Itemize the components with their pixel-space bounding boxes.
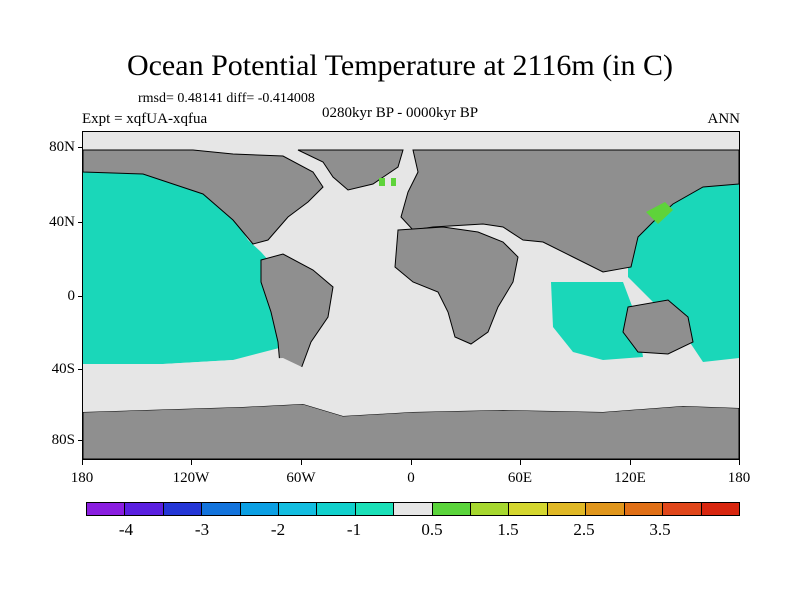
lon-tick [191, 460, 192, 465]
lon-label: 120W [172, 470, 210, 486]
greenland-land [297, 149, 404, 191]
colorbar-label: 3.5 [649, 520, 671, 539]
stats-line: rmsd= 0.48141 diff= -0.414008 [138, 91, 315, 106]
colorbar-label: -4 [118, 520, 134, 539]
lat-tick [78, 296, 82, 297]
colorbar-segment [701, 503, 739, 515]
lat-label: 40N [49, 214, 75, 230]
map-title: Ocean Potential Temperature at 2116m (in… [126, 49, 674, 82]
season-label: ANN [707, 111, 741, 127]
period-label: 0280kyr BP - 0000kyr BP [322, 105, 479, 121]
lat-tick [78, 222, 82, 223]
colorbar-label: -3 [194, 520, 210, 539]
antarctica-land [83, 403, 739, 459]
colorbar-segment [432, 503, 472, 515]
colorbar-segment [586, 503, 625, 515]
lon-label: 120E [614, 470, 646, 486]
lon-label: 180 [70, 470, 94, 486]
lat-label: 80S [51, 432, 75, 448]
north-america-land [83, 149, 324, 245]
colorbar-segment [394, 503, 433, 515]
lon-tick [520, 460, 521, 465]
map-panel [82, 131, 740, 460]
lon-label: 180 [727, 470, 751, 486]
japan-sea-warm-region [646, 202, 673, 224]
map-canvas [83, 132, 739, 459]
colorbar-segment [125, 503, 164, 515]
colorbar-segment [509, 503, 548, 515]
colorbar-label: -2 [270, 520, 286, 539]
colorbar-segment [317, 503, 356, 515]
southern-ocean-neutral [83, 358, 739, 416]
colorbar-segment [547, 503, 587, 515]
colorbar-label: 0.5 [421, 520, 443, 539]
lon-tick [630, 460, 631, 465]
colorbar-segment [355, 503, 395, 515]
colorbar-segment [279, 503, 318, 515]
lon-tick [82, 460, 83, 465]
norwegian-warm-patch [391, 178, 396, 186]
lat-label: 80N [49, 139, 75, 155]
australia-land [622, 299, 694, 355]
lat-label: 0 [67, 288, 76, 304]
experiment-label: Expt = xqfUA-xqfua [82, 111, 208, 127]
colorbar-segment [471, 503, 510, 515]
colorbar-label: -1 [346, 520, 362, 539]
lon-tick [739, 460, 740, 465]
pacific-anomaly-region [83, 172, 313, 364]
eurasia-land [400, 149, 739, 273]
lat-tick [78, 369, 82, 370]
colorbar-label: 2.5 [573, 520, 595, 539]
colorbar-segment [240, 503, 280, 515]
colorbar-segment [163, 503, 203, 515]
lat-tick [78, 440, 82, 441]
lon-label: 60E [507, 470, 533, 486]
lon-tick [411, 460, 412, 465]
lon-label: 60W [286, 470, 316, 486]
lon-tick [301, 460, 302, 465]
indian-anomaly-region [551, 282, 643, 360]
colorbar-segment [624, 503, 664, 515]
west-pacific-anomaly-region [628, 184, 739, 362]
north-atlantic-warm-patch [379, 178, 385, 186]
colorbar-segment [202, 503, 241, 515]
lat-label: 40S [51, 361, 75, 377]
africa-land [394, 226, 519, 345]
lat-tick [78, 147, 82, 148]
colorbar-segment [663, 503, 702, 515]
colorbar-label: 1.5 [497, 520, 519, 539]
colorbar [86, 502, 740, 516]
lon-label: 0 [407, 470, 415, 486]
colorbar-segment [87, 503, 126, 515]
